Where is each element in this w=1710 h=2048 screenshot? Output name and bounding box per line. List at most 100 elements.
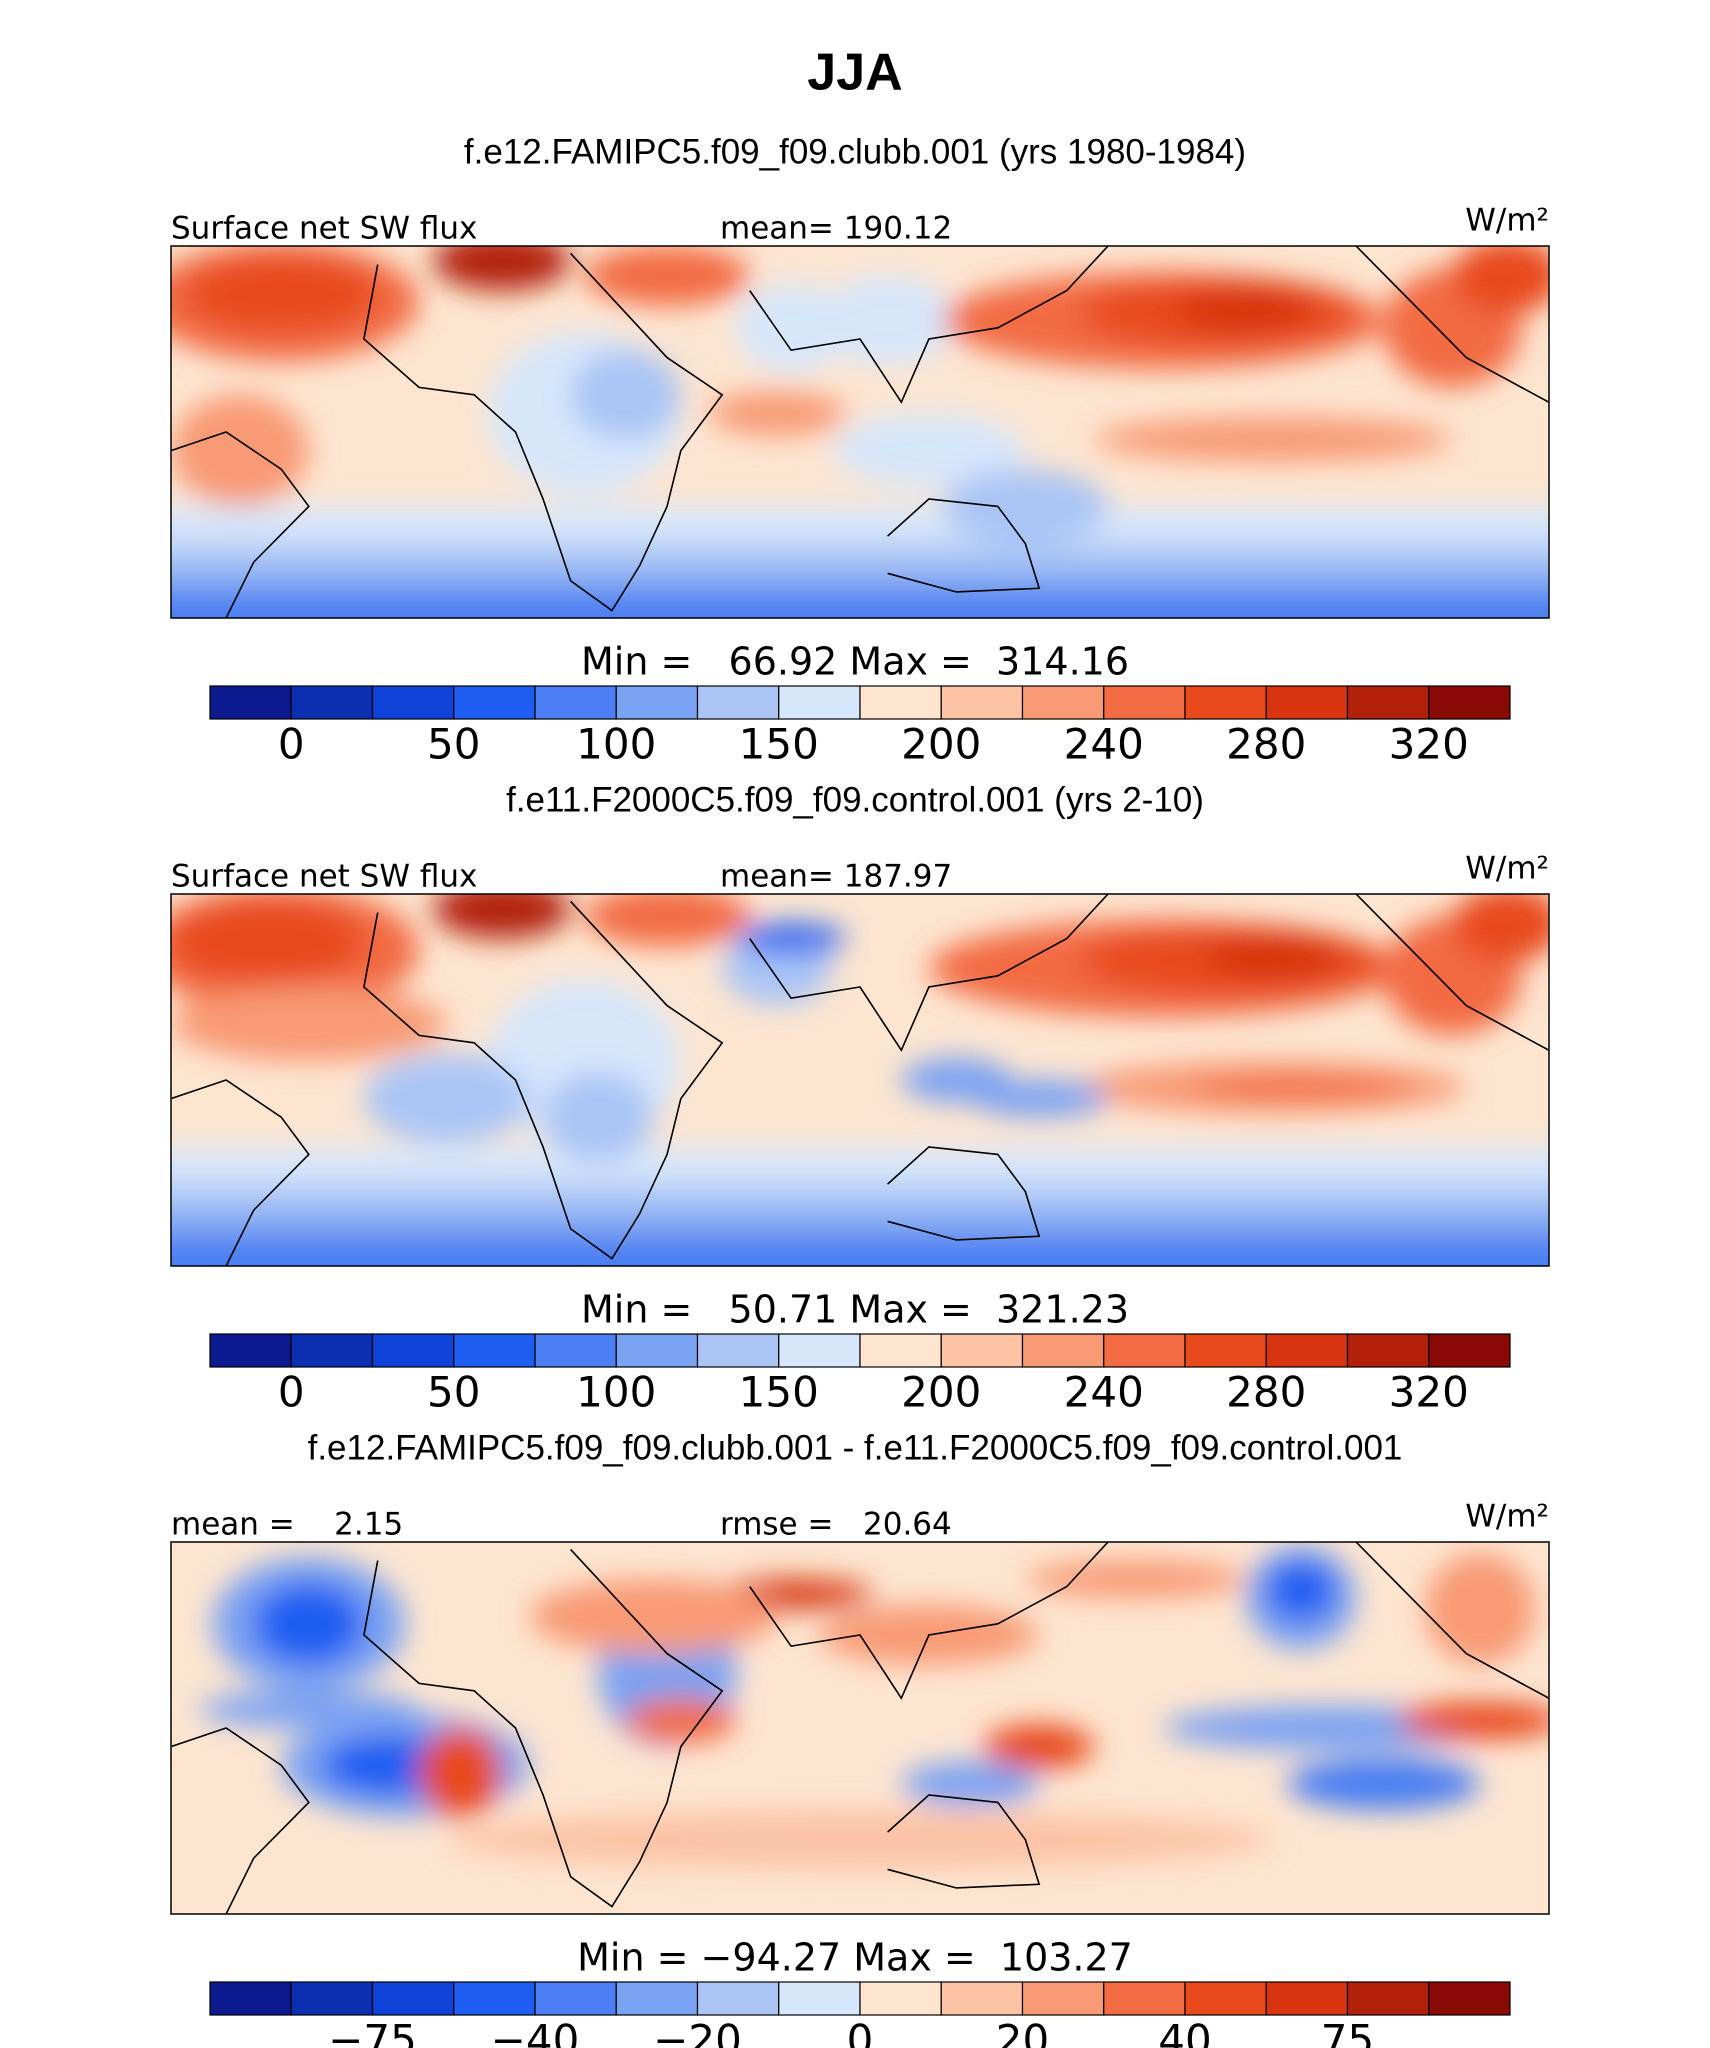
coastline xyxy=(887,498,1041,593)
colorbar-box xyxy=(1428,1981,1511,2016)
units-label: W/m² xyxy=(1465,203,1549,239)
coastline xyxy=(887,1146,1041,1241)
coastline xyxy=(363,900,724,1260)
field-layer xyxy=(198,1545,1549,1870)
colorbar-label: 0 xyxy=(278,720,305,769)
field-blob xyxy=(735,283,847,373)
colorbar-box xyxy=(1021,685,1105,720)
colorbar-box xyxy=(1103,1333,1186,1368)
field-blob xyxy=(363,1053,530,1144)
field-blob xyxy=(171,394,309,507)
field-blob xyxy=(584,894,750,947)
colorbar-box xyxy=(778,1981,861,2016)
colorbar-box xyxy=(615,1333,699,1368)
map-field xyxy=(171,246,1549,618)
field-blob xyxy=(543,1072,654,1162)
coastline xyxy=(1355,246,1549,403)
colorbar-label: 280 xyxy=(1226,1368,1306,1417)
field-blob xyxy=(942,469,1109,544)
colorbar-box xyxy=(290,1981,374,2016)
field-blob xyxy=(984,1724,1095,1769)
field-layer xyxy=(171,894,1549,1266)
colorbar-box xyxy=(1428,1333,1511,1368)
field-blob xyxy=(1266,1560,1336,1621)
map-frame xyxy=(170,893,1550,1267)
coastline xyxy=(171,431,310,618)
field-band xyxy=(171,1239,1549,1266)
colorbar-label: −75 xyxy=(328,2016,417,2048)
colorbar-box xyxy=(696,685,780,720)
colorbar-label: 50 xyxy=(427,1368,480,1417)
field-blob xyxy=(735,923,847,954)
min-max-label: Min = −94.27 Max = 103.27 xyxy=(577,1936,1133,1980)
center-label: mean= 187.97 xyxy=(720,859,952,895)
colorbar-box xyxy=(1103,685,1186,720)
field-blob xyxy=(171,987,447,1062)
colorbar-box xyxy=(534,685,617,720)
colorbar-label: 280 xyxy=(1226,720,1306,769)
colorbar-box xyxy=(696,1333,780,1368)
panel: f.e12.FAMIPC5.f09_f09.clubb.001 (yrs 198… xyxy=(170,132,1550,769)
field-blob xyxy=(1452,894,1549,961)
colorbar-box xyxy=(1103,1981,1186,2016)
colorbar-box xyxy=(778,1333,861,1368)
field-blob xyxy=(970,1080,1109,1118)
colorbar-box xyxy=(209,685,292,720)
coastline xyxy=(887,1794,1041,1889)
units-label: W/m² xyxy=(1465,1499,1549,1535)
colorbar-box xyxy=(1265,1333,1349,1368)
colorbar-label: 150 xyxy=(739,720,819,769)
colorbar-label: 75 xyxy=(1321,2016,1374,2048)
field-blob xyxy=(584,246,750,306)
colorbar-box xyxy=(1428,685,1511,720)
colorbar-box xyxy=(453,685,536,720)
colorbar-box xyxy=(534,1981,617,2016)
field-blob xyxy=(1287,1757,1481,1810)
colorbar-box xyxy=(859,1333,942,1368)
colorbar-box xyxy=(209,1981,292,2016)
colorbar-label: 240 xyxy=(1064,1368,1144,1417)
colorbar-box xyxy=(940,685,1024,720)
colorbar-box xyxy=(371,1981,455,2016)
field-blob xyxy=(1025,1560,1246,1598)
field-blob xyxy=(570,350,681,440)
colorbar-label: −20 xyxy=(653,2016,742,2048)
colorbar-label: 100 xyxy=(576,1368,656,1417)
case-title: f.e12.FAMIPC5.f09_f09.clubb.001 (yrs 198… xyxy=(464,132,1246,171)
colorbar-box xyxy=(1021,1981,1105,2016)
colorbar-box xyxy=(1346,1981,1430,2016)
colorbar-box xyxy=(209,1333,292,1368)
colorbar-box xyxy=(534,1333,617,1368)
field-blob xyxy=(1094,417,1453,462)
coastline xyxy=(171,1727,310,1914)
colorbar: 0 50 100 150 200 240 280 320 xyxy=(209,685,1511,769)
colorbar-label: 320 xyxy=(1389,720,1469,769)
colorbar-box xyxy=(940,1333,1024,1368)
map xyxy=(170,245,1550,619)
field-blob xyxy=(1190,1076,1412,1099)
colorbar-box xyxy=(778,685,861,720)
colorbar-box xyxy=(615,685,699,720)
field-layer xyxy=(171,246,1549,618)
colorbar-box xyxy=(371,1333,455,1368)
colorbar-box xyxy=(615,1981,699,2016)
coastline xyxy=(1355,894,1549,1051)
coastline xyxy=(749,894,1109,1052)
colorbar-box xyxy=(1346,1333,1430,1368)
colorbar-box xyxy=(1346,685,1430,720)
min-max-label: Min = 66.92 Max = 314.16 xyxy=(581,640,1129,684)
field-blob xyxy=(1424,1553,1536,1665)
case-title: f.e11.F2000C5.f09_f09.control.001 (yrs 2… xyxy=(506,780,1204,819)
colorbar-label: 20 xyxy=(996,2016,1049,2048)
colorbar-label: 50 xyxy=(427,720,480,769)
panel: f.e11.F2000C5.f09_f09.control.001 (yrs 2… xyxy=(170,780,1550,1417)
field-blob xyxy=(625,1698,736,1743)
coastline xyxy=(363,252,724,612)
map-field xyxy=(171,894,1549,1266)
colorbar-label: 240 xyxy=(1064,720,1144,769)
field-blob xyxy=(708,391,847,436)
colorbar-box xyxy=(1184,1333,1267,1368)
field-band xyxy=(171,595,1549,618)
